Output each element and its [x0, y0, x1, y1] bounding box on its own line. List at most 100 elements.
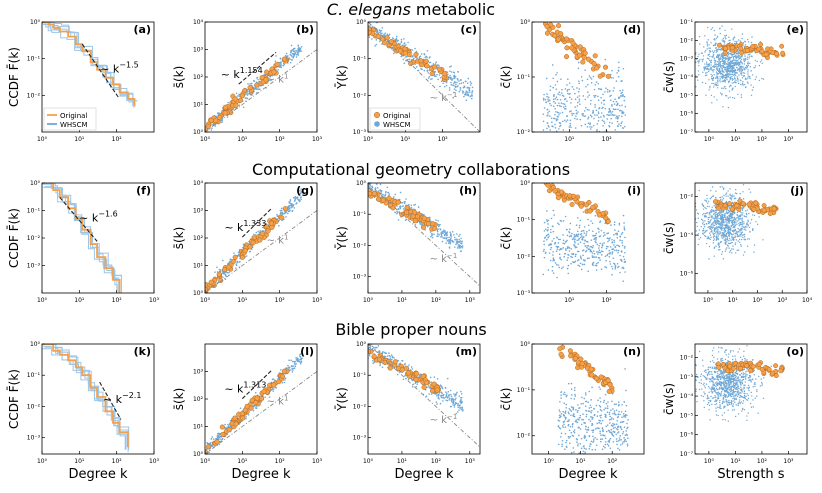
whscm-pt-b	[284, 54, 287, 57]
whscm-pt-h	[394, 193, 397, 196]
whscm-pt-d	[562, 129, 565, 131]
whscm-pt-i	[576, 230, 579, 233]
whscm-pt-b	[211, 127, 213, 130]
whscm-pt-d	[586, 78, 589, 81]
whscm-pt-j	[721, 199, 724, 201]
whscm-pt-j	[746, 213, 748, 216]
whscm-pt-d	[564, 88, 567, 90]
whscm-pt-h	[458, 247, 460, 249]
whscm-pt-d	[576, 141, 578, 143]
whscm-pt-j	[726, 232, 728, 235]
whscm-pt-c	[450, 65, 452, 67]
whscm-pt-j	[720, 198, 722, 201]
whscm-pt-j	[722, 217, 725, 219]
panel-e: 10⁰ 10¹ 10² 10³10⁻⁷10⁻⁶10⁻⁵10⁻⁴10⁻³10⁻²10⁻¹…	[662, 19, 808, 143]
x-tick-label-e: 10¹	[730, 136, 741, 143]
whscm-pt-b	[249, 83, 251, 85]
whscm-pt-j	[724, 239, 727, 242]
whscm-pt-d	[608, 108, 611, 111]
whscm-pt-j	[723, 227, 726, 230]
whscm-pt-h	[460, 242, 462, 244]
whscm-pt-j	[702, 230, 704, 232]
whscm-pt-b	[290, 54, 293, 57]
whscm-pt-c	[452, 71, 455, 74]
whscm-pt-d	[594, 103, 596, 106]
whscm-pt-b	[242, 106, 245, 109]
whscm-pt-e	[705, 61, 708, 63]
whscm-pt-e	[731, 75, 733, 78]
whscm-pt-h	[439, 228, 441, 230]
whscm-pt-d	[588, 94, 590, 96]
whscm-pt-d	[559, 125, 561, 128]
orig-pt-e	[750, 43, 756, 49]
whscm-pt-i	[543, 230, 546, 232]
whscm-pt-c	[462, 81, 465, 84]
whscm-pt-i	[604, 234, 606, 236]
whscm-pt-h	[403, 201, 406, 203]
whscm-pt-j	[736, 211, 739, 214]
whscm-pt-g	[280, 209, 283, 212]
whscm-pt-c	[381, 27, 384, 29]
y-tick-label-i: 10⁰	[520, 180, 531, 187]
whscm-pt-i	[586, 240, 588, 243]
whscm-pt-e	[742, 84, 744, 86]
whscm-pt-d	[622, 127, 624, 130]
whscm-pt-j	[728, 214, 731, 217]
whscm-pt-d	[555, 96, 558, 99]
whscm-pt-j	[732, 226, 734, 229]
panel-letter-c: (c)	[460, 23, 477, 36]
whscm-pt-j	[753, 244, 756, 246]
whscm-pt-j	[707, 200, 710, 202]
whscm-pt-e	[712, 82, 715, 85]
whscm-pt-j	[742, 198, 745, 200]
whscm-pt-d	[569, 124, 572, 127]
whscm-pt-d	[546, 122, 549, 124]
whscm-pt-j	[714, 227, 716, 229]
whscm-pt-h	[393, 196, 395, 198]
whscm-pt-h	[454, 238, 456, 241]
whscm-pt-d	[622, 111, 625, 113]
whscm-pt-e	[719, 81, 721, 83]
whscm-pt-i	[548, 252, 551, 254]
whscm-pt-e	[743, 63, 746, 65]
whscm-pt-i	[597, 256, 600, 259]
whscm-pt-e	[711, 27, 714, 29]
whscm-pt-e	[729, 65, 731, 67]
whscm-pt-e	[717, 72, 719, 75]
whscm-pt-c	[450, 81, 452, 84]
whscm-pt-d	[579, 118, 582, 121]
whscm-pt-j	[732, 245, 734, 247]
whscm-pt-b	[250, 82, 253, 85]
whscm-pt-d	[559, 140, 561, 142]
whscm-pt-j	[718, 226, 720, 228]
whscm-pt-j	[734, 211, 736, 214]
whscm-pt-e	[707, 70, 710, 73]
whscm-pt-c	[449, 66, 451, 68]
whscm-pt-d	[547, 96, 550, 99]
whscm-pt-d	[578, 98, 581, 100]
whscm-pt-h	[444, 234, 446, 237]
panel-letter-e: (e)	[786, 23, 804, 36]
orig-pt-c	[388, 38, 394, 45]
whscm-pt-i	[570, 255, 572, 258]
whscm-pt-d	[542, 129, 545, 131]
whscm-pt-e	[734, 81, 736, 84]
whscm-pt-d	[604, 91, 606, 93]
whscm-pt-j	[733, 226, 736, 228]
whscm-pt-j	[743, 228, 745, 231]
whscm-pt-j	[727, 211, 730, 213]
whscm-pt-d	[593, 124, 595, 127]
whscm-pt-i	[582, 249, 585, 251]
whscm-pt-d	[554, 102, 557, 104]
whscm-pt-c	[445, 81, 448, 84]
whscm-pt-j	[702, 208, 705, 210]
orig-pt-e	[722, 50, 728, 56]
whscm-pt-e	[695, 52, 697, 54]
whscm-pt-c	[467, 94, 470, 97]
whscm-pt-e	[705, 72, 707, 74]
whscm-pt-e	[733, 42, 736, 45]
whscm-pt-j	[737, 217, 740, 219]
whscm-pt-i	[566, 247, 569, 250]
whscm-pt-c	[451, 79, 453, 81]
whscm-pt-c	[381, 32, 383, 35]
